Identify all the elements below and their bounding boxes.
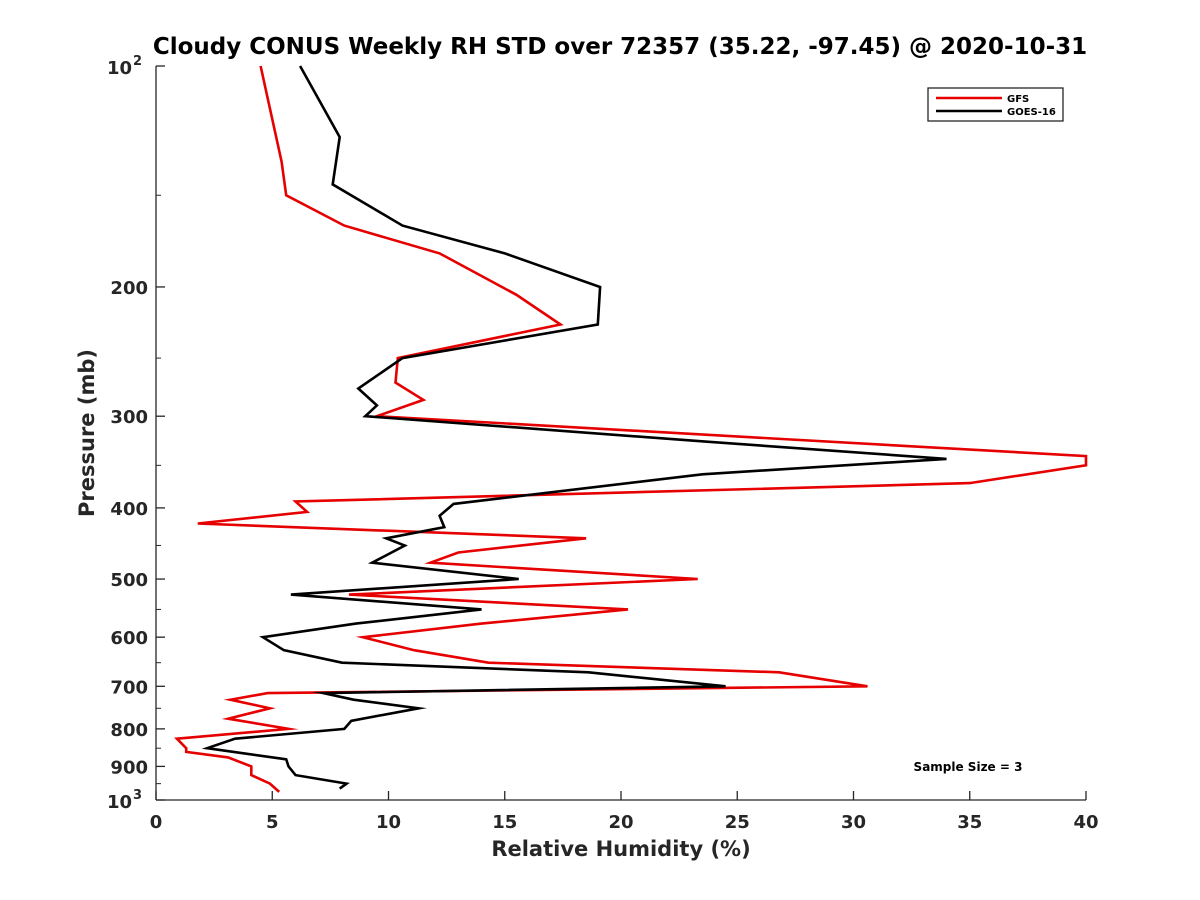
series-line-goes-16 [201, 65, 947, 790]
y-tick-label: 300 [110, 407, 148, 428]
x-tick-label: 15 [492, 812, 517, 833]
y-tick-label: 600 [110, 628, 148, 649]
y-tick-label: 500 [110, 570, 148, 591]
x-tick-label: 30 [841, 812, 866, 833]
x-tick-label: 20 [608, 812, 633, 833]
x-ticks: 0 5 10 15 20 25 30 35 40 [150, 791, 1099, 833]
legend-entries: GFS GOES-16 [936, 94, 1056, 118]
x-tick-label: 35 [957, 812, 982, 833]
y-axis-label: Pressure (mb) [75, 349, 99, 517]
chart-title: Cloudy CONUS Weekly RH STD over 72357 (3… [153, 34, 1087, 60]
y-tick-label: 700 [110, 677, 148, 698]
sample-size-annotation: Sample Size = 3 [914, 760, 1023, 774]
y-tick-label-base: 10 [107, 58, 132, 79]
legend-label: GOES-16 [1007, 107, 1056, 118]
x-axis-label: Relative Humidity (%) [491, 837, 750, 861]
x-tick-label: 0 [150, 812, 163, 833]
x-tick-label: 40 [1073, 812, 1098, 833]
y-tick-label: 900 [110, 757, 148, 778]
y-tick-label: 400 [110, 499, 148, 520]
plot-area [156, 66, 1086, 800]
y-tick-label-exponent: 2 [133, 54, 142, 69]
legend-box [927, 87, 1064, 122]
y-tick-label-exponent: 3 [133, 788, 142, 803]
x-tick-label: 10 [376, 812, 401, 833]
legend: GFS GOES-16 [927, 87, 1064, 122]
series-line-gfs [174, 65, 1088, 793]
x-tick-label: 5 [266, 812, 279, 833]
y-tick-label: 800 [110, 720, 148, 741]
legend-label: GFS [1007, 94, 1029, 105]
series-layer [174, 65, 1088, 793]
y-tick-label-base: 10 [107, 792, 132, 813]
x-tick-label: 25 [725, 812, 750, 833]
y-tick-label: 200 [110, 278, 148, 299]
